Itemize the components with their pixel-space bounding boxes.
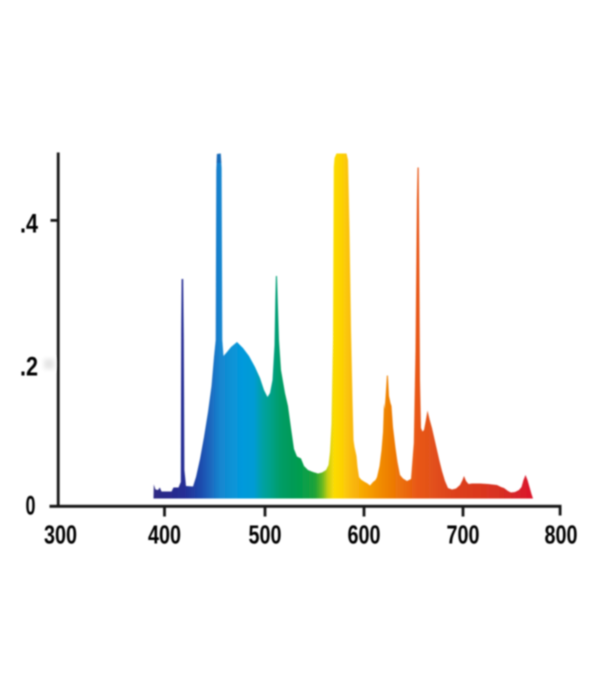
- svg-text:.2: .2: [20, 352, 38, 382]
- svg-text:300: 300: [44, 520, 77, 550]
- svg-text:.4: .4: [20, 209, 38, 239]
- svg-text:600: 600: [348, 520, 381, 550]
- svg-text:700: 700: [447, 520, 480, 550]
- svg-text:500: 500: [249, 520, 282, 550]
- svg-text:800: 800: [545, 520, 578, 550]
- svg-text:0: 0: [26, 491, 36, 521]
- svg-text:400: 400: [148, 520, 181, 550]
